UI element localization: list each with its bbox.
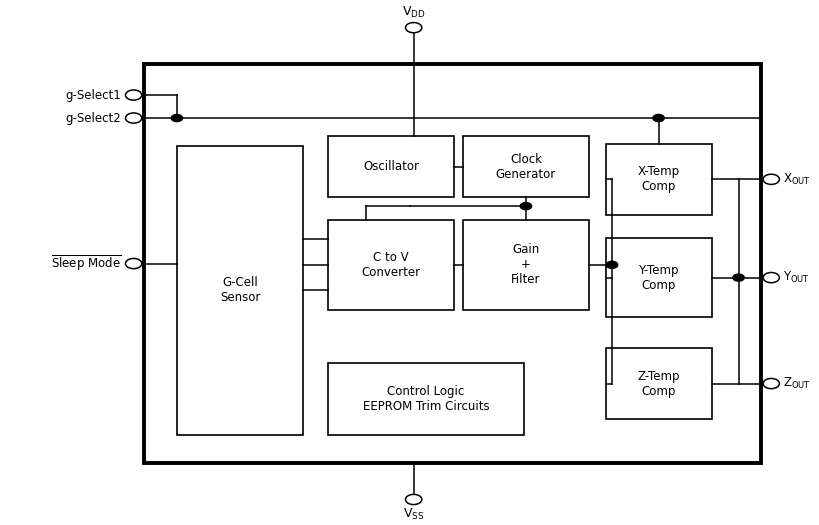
Text: g-Select1: g-Select1: [66, 89, 121, 101]
Bar: [328, 363, 523, 435]
Bar: [328, 220, 454, 310]
Text: Y$_{\mathregular{OUT}}$: Y$_{\mathregular{OUT}}$: [782, 270, 809, 285]
Text: C to V
Converter: C to V Converter: [361, 251, 420, 279]
Bar: [144, 65, 760, 463]
Circle shape: [519, 203, 531, 209]
Bar: [328, 136, 454, 197]
Circle shape: [732, 274, 744, 281]
Text: g-Select2: g-Select2: [66, 111, 121, 124]
Bar: [604, 348, 711, 419]
Bar: [604, 143, 711, 215]
Text: $\overline{\mathrm{Sleep\ Mode}}$: $\overline{\mathrm{Sleep\ Mode}}$: [51, 254, 121, 274]
Text: Y-Temp
Comp: Y-Temp Comp: [637, 264, 678, 291]
Text: Clock
Generator: Clock Generator: [495, 153, 555, 181]
Bar: [462, 136, 589, 197]
Circle shape: [605, 261, 617, 268]
Text: Z$_{\mathregular{OUT}}$: Z$_{\mathregular{OUT}}$: [782, 376, 810, 391]
Text: Z-Temp
Comp: Z-Temp Comp: [636, 370, 679, 397]
Text: Control Logic
EEPROM Trim Circuits: Control Logic EEPROM Trim Circuits: [362, 385, 489, 413]
Text: V$_{\mathregular{SS}}$: V$_{\mathregular{SS}}$: [402, 507, 423, 522]
Text: X$_{\mathregular{OUT}}$: X$_{\mathregular{OUT}}$: [782, 172, 810, 187]
Text: Gain
+
Filter: Gain + Filter: [510, 244, 540, 286]
Circle shape: [652, 114, 663, 122]
Text: G-Cell
Sensor: G-Cell Sensor: [219, 276, 260, 304]
Text: X-Temp
Comp: X-Temp Comp: [636, 165, 679, 193]
Bar: [177, 146, 303, 435]
Circle shape: [171, 114, 183, 122]
Bar: [604, 238, 711, 317]
Text: V$_{\mathregular{DD}}$: V$_{\mathregular{DD}}$: [401, 5, 425, 20]
Bar: [462, 220, 589, 310]
Text: Oscillator: Oscillator: [363, 160, 419, 173]
